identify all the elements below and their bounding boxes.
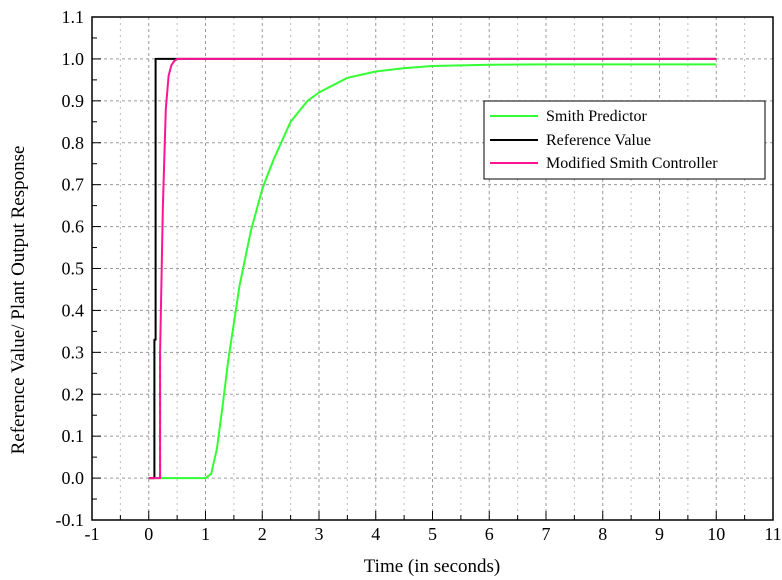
- y-axis-label: Reference Value/ Plant Output Response: [8, 146, 29, 455]
- legend-item-smith-predictor: Smith Predictor: [490, 108, 648, 125]
- x-tick-label: 11: [764, 524, 781, 544]
- x-axis-label: Time (in seconds): [364, 556, 501, 577]
- y-tick-label: 0.7: [62, 175, 85, 195]
- y-tick-label: 0.9: [62, 91, 85, 111]
- axis-ticks: [91, 16, 774, 521]
- x-tick-label: 7: [542, 524, 551, 544]
- x-tick-label: 6: [485, 524, 494, 544]
- y-tick-label: 0.2: [62, 384, 85, 404]
- x-tick-labels: -1 0 1 2 3 4 5 6 7 8 9 10 11: [85, 524, 782, 544]
- legend: Smith Predictor Reference Value Modified…: [483, 100, 766, 180]
- y-tick-label: 0.5: [62, 259, 85, 279]
- legend-item-reference-value: Reference Value: [490, 132, 651, 149]
- y-tick-label: 0.8: [62, 133, 85, 153]
- grid-lines: [92, 17, 773, 520]
- y-tick-label: 0.4: [62, 300, 85, 320]
- x-tick-label: -1: [85, 524, 100, 544]
- y-tick-label: 0.1: [62, 426, 85, 446]
- y-tick-label: 0.6: [62, 217, 85, 237]
- y-tick-label: 0.3: [62, 342, 85, 362]
- y-tick-labels: -0.1 0.0 0.1 0.2 0.3 0.4 0.5 0.6 0.7 0.8 0.9 1.0 1.1: [56, 7, 85, 530]
- x-tick-label: 5: [428, 524, 437, 544]
- y-tick-label: 1.0: [62, 49, 85, 69]
- legend-label-modified-smith-controller: Modified Smith Controller: [546, 155, 718, 172]
- series-lines: [148, 57, 717, 480]
- y-tick-label: 0.0: [62, 468, 85, 488]
- x-tick-label: 1: [201, 524, 210, 544]
- x-tick-label: 9: [655, 524, 664, 544]
- y-tick-label: 1.1: [62, 7, 85, 27]
- legend-item-modified-smith-controller: Modified Smith Controller: [490, 155, 718, 172]
- series-line-smith-predictor: [148, 63, 717, 480]
- y-tick-label: -0.1: [56, 510, 85, 530]
- x-tick-label: 2: [258, 524, 267, 544]
- legend-label-smith-predictor: Smith Predictor: [546, 108, 648, 125]
- x-tick-label: 10: [707, 524, 725, 544]
- x-tick-label: 3: [315, 524, 324, 544]
- x-tick-label: 0: [144, 524, 153, 544]
- x-tick-label: 8: [598, 524, 607, 544]
- x-tick-label: 4: [371, 524, 380, 544]
- legend-label-reference-value: Reference Value: [546, 132, 651, 149]
